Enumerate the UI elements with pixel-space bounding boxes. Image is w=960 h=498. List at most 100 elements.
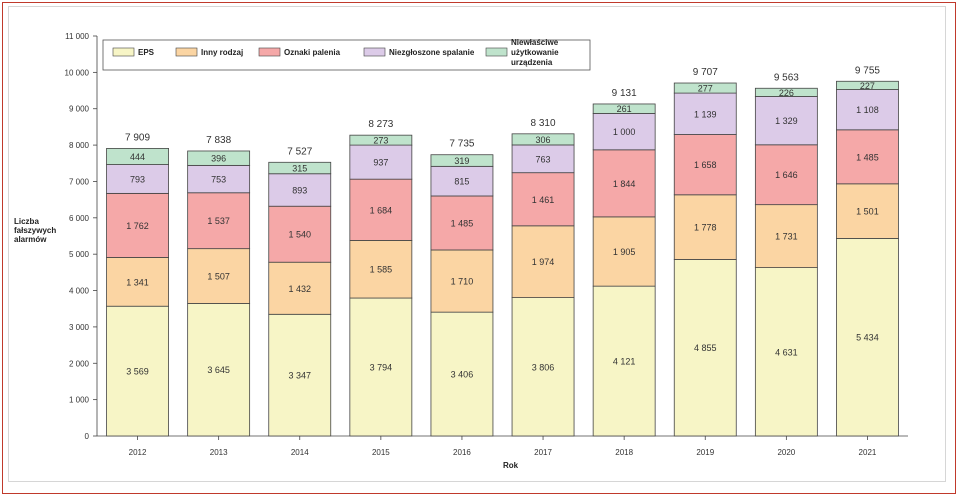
y-axis-label: Liczba (14, 217, 39, 226)
bar-value-label: 4 121 (613, 357, 636, 367)
bar-segment (430, 195, 494, 251)
bar-segment (511, 225, 575, 298)
y-tick-label: 1 000 (69, 396, 90, 405)
bar-segment (592, 149, 656, 218)
bar-total-label: 9 131 (612, 88, 637, 99)
bar-segment (836, 183, 899, 239)
bar-value-label: 319 (454, 156, 469, 166)
bar-value-label: 1 139 (694, 109, 717, 119)
bar-segment (187, 150, 251, 166)
bar-value-label: 3 645 (207, 365, 230, 375)
bar-value-label: 3 569 (126, 367, 149, 377)
bar-segment (430, 165, 494, 197)
bar-value-label: 315 (292, 164, 307, 174)
bar-value-label: 1 461 (532, 195, 555, 205)
x-tick-label: 2012 (129, 448, 147, 457)
bar-segment (754, 144, 818, 206)
bar-segment (268, 173, 332, 207)
legend-label: Inny rodzaj (201, 48, 243, 57)
bar-value-label: 1 710 (451, 277, 474, 287)
bar-segment (349, 134, 413, 146)
bar-segment (673, 194, 737, 260)
bar-segment (592, 103, 656, 114)
y-tick-label: 9 000 (69, 105, 90, 114)
legend-swatch (175, 47, 198, 57)
bar-segment (106, 305, 169, 437)
bar-value-label: 306 (536, 135, 551, 145)
y-tick-label: 7 000 (69, 177, 90, 186)
bar-segment (754, 96, 818, 146)
y-tick-label: 5 000 (69, 250, 90, 259)
bar-segment (673, 82, 737, 94)
y-tick-label: 3 000 (69, 323, 90, 332)
bar-value-label: 4 631 (775, 347, 798, 357)
legend-swatch (485, 47, 508, 57)
bar-segment (430, 249, 494, 313)
y-axis-label: alarmów (14, 235, 47, 244)
x-axis-label: Rok (503, 461, 519, 470)
bar-value-label: 227 (860, 81, 875, 91)
bar-total-label: 8 310 (531, 118, 556, 129)
bar-segment (106, 147, 169, 165)
bar-value-label: 937 (373, 158, 388, 168)
bar-segment (592, 113, 656, 151)
bar-value-label: 3 794 (370, 363, 393, 373)
bar-total-label: 9 755 (855, 65, 880, 76)
x-tick-label: 2020 (777, 448, 795, 457)
y-tick-label: 6 000 (69, 214, 90, 223)
bar-segment (754, 267, 818, 437)
bar-total-label: 7 527 (287, 146, 312, 157)
bar-segment (430, 154, 494, 167)
bar-segment (187, 303, 251, 437)
bar-segment (511, 172, 575, 227)
bar-value-label: 1 646 (775, 170, 798, 180)
bar-value-label: 1 108 (856, 105, 879, 115)
bar-value-label: 226 (779, 88, 794, 98)
x-tick-label: 2014 (291, 448, 309, 457)
x-tick-label: 2021 (859, 448, 877, 457)
bar-value-label: 815 (454, 177, 469, 187)
bar-total-label: 9 707 (693, 67, 718, 78)
bar-value-label: 1 731 (775, 232, 798, 242)
bar-segment (187, 164, 251, 194)
bar-value-label: 3 406 (451, 370, 474, 380)
bar-value-label: 1 501 (856, 207, 879, 217)
y-tick-label: 8 000 (69, 141, 90, 150)
x-tick-label: 2019 (696, 448, 714, 457)
bar-segment (511, 133, 575, 146)
bar-total-label: 9 563 (774, 72, 799, 83)
bar-segment (836, 237, 899, 437)
bar-total-label: 8 273 (368, 119, 393, 130)
bar-segment (592, 216, 656, 287)
bar-value-label: 3 806 (532, 362, 555, 372)
legend-label: urządzenia (511, 58, 553, 67)
bar-value-label: 763 (536, 154, 551, 164)
x-tick-label: 2018 (615, 448, 633, 457)
y-tick-label: 0 (85, 432, 90, 441)
y-tick-label: 11 000 (65, 32, 89, 41)
bar-value-label: 753 (211, 175, 226, 185)
bar-value-label: 4 855 (694, 343, 717, 353)
bar-segment (673, 134, 737, 196)
bar-total-label: 7 909 (125, 132, 150, 143)
bar-value-label: 1 762 (126, 221, 149, 231)
bar-segment (836, 89, 899, 131)
x-tick-label: 2017 (534, 448, 552, 457)
legend-label: Niezgłoszone spalanie (389, 48, 475, 57)
bar-segment (754, 87, 818, 97)
bar-segment (268, 313, 332, 437)
legend-label: Oznaki palenia (284, 48, 341, 57)
bar-segment (511, 144, 575, 174)
bar-total-label: 7 838 (206, 135, 231, 146)
bar-segment (106, 192, 169, 258)
legend-label: użytkowanie (511, 48, 559, 57)
bar-value-label: 1 905 (613, 247, 636, 257)
bar-value-label: 273 (373, 136, 388, 146)
bar-value-label: 1 329 (775, 116, 798, 126)
bar-value-label: 1 432 (288, 284, 311, 294)
legend-swatch (363, 47, 386, 57)
bar-value-label: 261 (617, 104, 632, 114)
legend-swatch (258, 47, 281, 57)
bar-segment (106, 257, 169, 307)
